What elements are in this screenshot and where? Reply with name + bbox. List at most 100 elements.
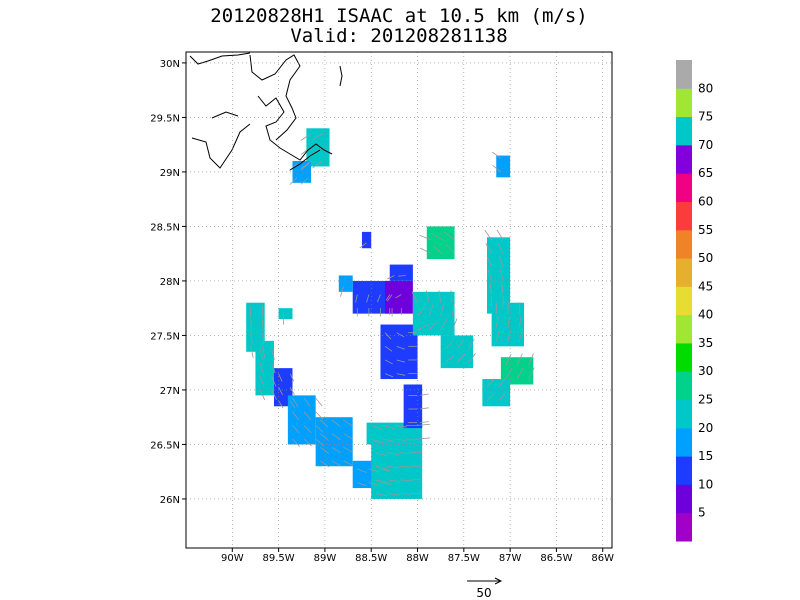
- colorbar-label: 80: [698, 81, 713, 95]
- wind-vector-176: [300, 177, 309, 185]
- wind-vector-44: [343, 446, 353, 453]
- lat-lon-grid: [182, 52, 612, 552]
- wind-vector-6: [262, 319, 264, 331]
- wind-vector-51: [380, 482, 391, 485]
- colorbar-label: 45: [698, 279, 713, 293]
- colorbar-label: 10: [698, 477, 713, 491]
- wind-vector-18: [278, 387, 283, 395]
- wind-vector-41: [331, 433, 341, 441]
- wind-cell-16: [440, 335, 474, 369]
- colorbar-swatch: [676, 229, 692, 259]
- wind-vector-163: [486, 378, 495, 388]
- wind-vector-36: [320, 446, 330, 454]
- colorbar-swatch: [676, 116, 692, 146]
- wind-vector-108: [395, 294, 402, 299]
- colorbar-label: 70: [698, 138, 713, 152]
- wind-vector-28: [303, 425, 312, 434]
- map-valid-time: Valid: 201208281138: [290, 25, 508, 47]
- wind-vector-166: [359, 242, 367, 249]
- longitude-tick-labels: 90W 89.5W 89W 88.5W 88W 87.5W 87W 86.5W 86W: [221, 553, 614, 564]
- wind-vector-89: [396, 373, 406, 376]
- wind-vector-119: [438, 290, 442, 303]
- colorbar-label: 35: [698, 336, 713, 350]
- wind-vector-123: [419, 247, 432, 255]
- wind-vector-13: [271, 376, 277, 387]
- wind-vector-132: [456, 339, 465, 350]
- wind-vector-78: [417, 423, 430, 426]
- wind-cell-23: [306, 128, 330, 167]
- wind-vector-92: [396, 332, 405, 338]
- wind-vector-118: [440, 304, 444, 317]
- lat-tick-label: 29.5N: [150, 113, 180, 124]
- wind-vector-58: [387, 479, 400, 482]
- colorbar: 5 10 15 20 25 30 35 40 45 50 55 60 65 70 75 80: [676, 60, 713, 542]
- lon-tick-label: 86W: [591, 553, 614, 564]
- wind-vector-159: [516, 353, 523, 366]
- wind-vector-74: [394, 424, 407, 428]
- wind-cell-4: [287, 395, 316, 445]
- wind-vector-57: [387, 493, 400, 496]
- wind-vector-15: [271, 348, 275, 360]
- colorbar-label: 20: [698, 421, 713, 435]
- wind-vector-23: [292, 438, 300, 447]
- wind-vector-87: [384, 346, 393, 352]
- wind-vector-111: [417, 324, 429, 331]
- wind-vector-138: [486, 256, 492, 268]
- wind-vector-127: [445, 244, 455, 254]
- wind-vector-19: [278, 373, 283, 382]
- wind-vector-11: [259, 348, 263, 360]
- wind-vector-102: [376, 294, 381, 303]
- wind-vector-117: [440, 319, 448, 331]
- wind-vector-88: [384, 332, 392, 340]
- latitude-tick-labels: 26N 26.5N 27N 27.5N 28N 28.5N 29N 29.5N 30N: [150, 59, 180, 506]
- wind-vector-17: [278, 400, 284, 409]
- wind-vector-174: [289, 177, 298, 185]
- wind-cell-17: [486, 237, 511, 314]
- wind-vector-84: [419, 393, 429, 396]
- wind-vector-149: [495, 302, 498, 314]
- wind-vector-42: [331, 419, 341, 427]
- wind-vector-38: [320, 419, 329, 428]
- wind-vector-46: [343, 419, 353, 427]
- wind-vector-144: [498, 255, 504, 268]
- wind-vector-130: [445, 340, 454, 350]
- wind-vector-114: [428, 320, 438, 331]
- wind-vector-61: [398, 493, 411, 495]
- colorbar-swatch: [676, 314, 692, 344]
- wind-vector-35: [320, 460, 330, 468]
- wind-cell-1: [255, 340, 274, 396]
- lat-tick-label: 28.5N: [150, 222, 180, 233]
- wind-vector-133: [468, 353, 476, 363]
- wind-vector-122: [450, 290, 453, 303]
- wind-vector-69: [371, 438, 384, 444]
- wind-cell-9: [403, 384, 423, 429]
- wind-vector-22: [289, 373, 295, 382]
- colorbar-swatch: [676, 286, 692, 316]
- colorbar-swatch: [676, 88, 692, 118]
- wind-vector-128: [444, 231, 455, 241]
- wind-vector-85: [384, 373, 394, 378]
- wind-vector-1: [250, 332, 253, 345]
- wind-vector-60: [387, 452, 400, 455]
- wind-vector-64: [398, 452, 411, 454]
- wind-vector-142: [501, 282, 504, 295]
- lat-tick-label: 26N: [160, 495, 180, 506]
- lat-tick-label: 27N: [160, 386, 180, 397]
- colorbar-swatch: [676, 484, 692, 514]
- colorbar-label: 50: [698, 251, 713, 265]
- wind-vector-110: [398, 275, 406, 277]
- wind-vector-56: [375, 452, 388, 456]
- lon-tick-label: 88W: [406, 553, 429, 564]
- vector-scale-arrowhead: [494, 577, 503, 585]
- colorbar-label: 55: [698, 223, 713, 237]
- wind-cell-15: [426, 226, 455, 260]
- wind-vectors: [250, 133, 535, 497]
- lon-tick-label: 89.5W: [263, 553, 295, 564]
- colorbar-label: 60: [698, 194, 713, 208]
- wind-vector-49: [368, 482, 379, 486]
- wind-vector-113: [411, 291, 418, 303]
- wind-cell-5: [315, 417, 353, 467]
- wind-vector-129: [445, 355, 455, 363]
- wind-vector-112: [417, 306, 426, 317]
- wind-vector-146: [496, 229, 504, 241]
